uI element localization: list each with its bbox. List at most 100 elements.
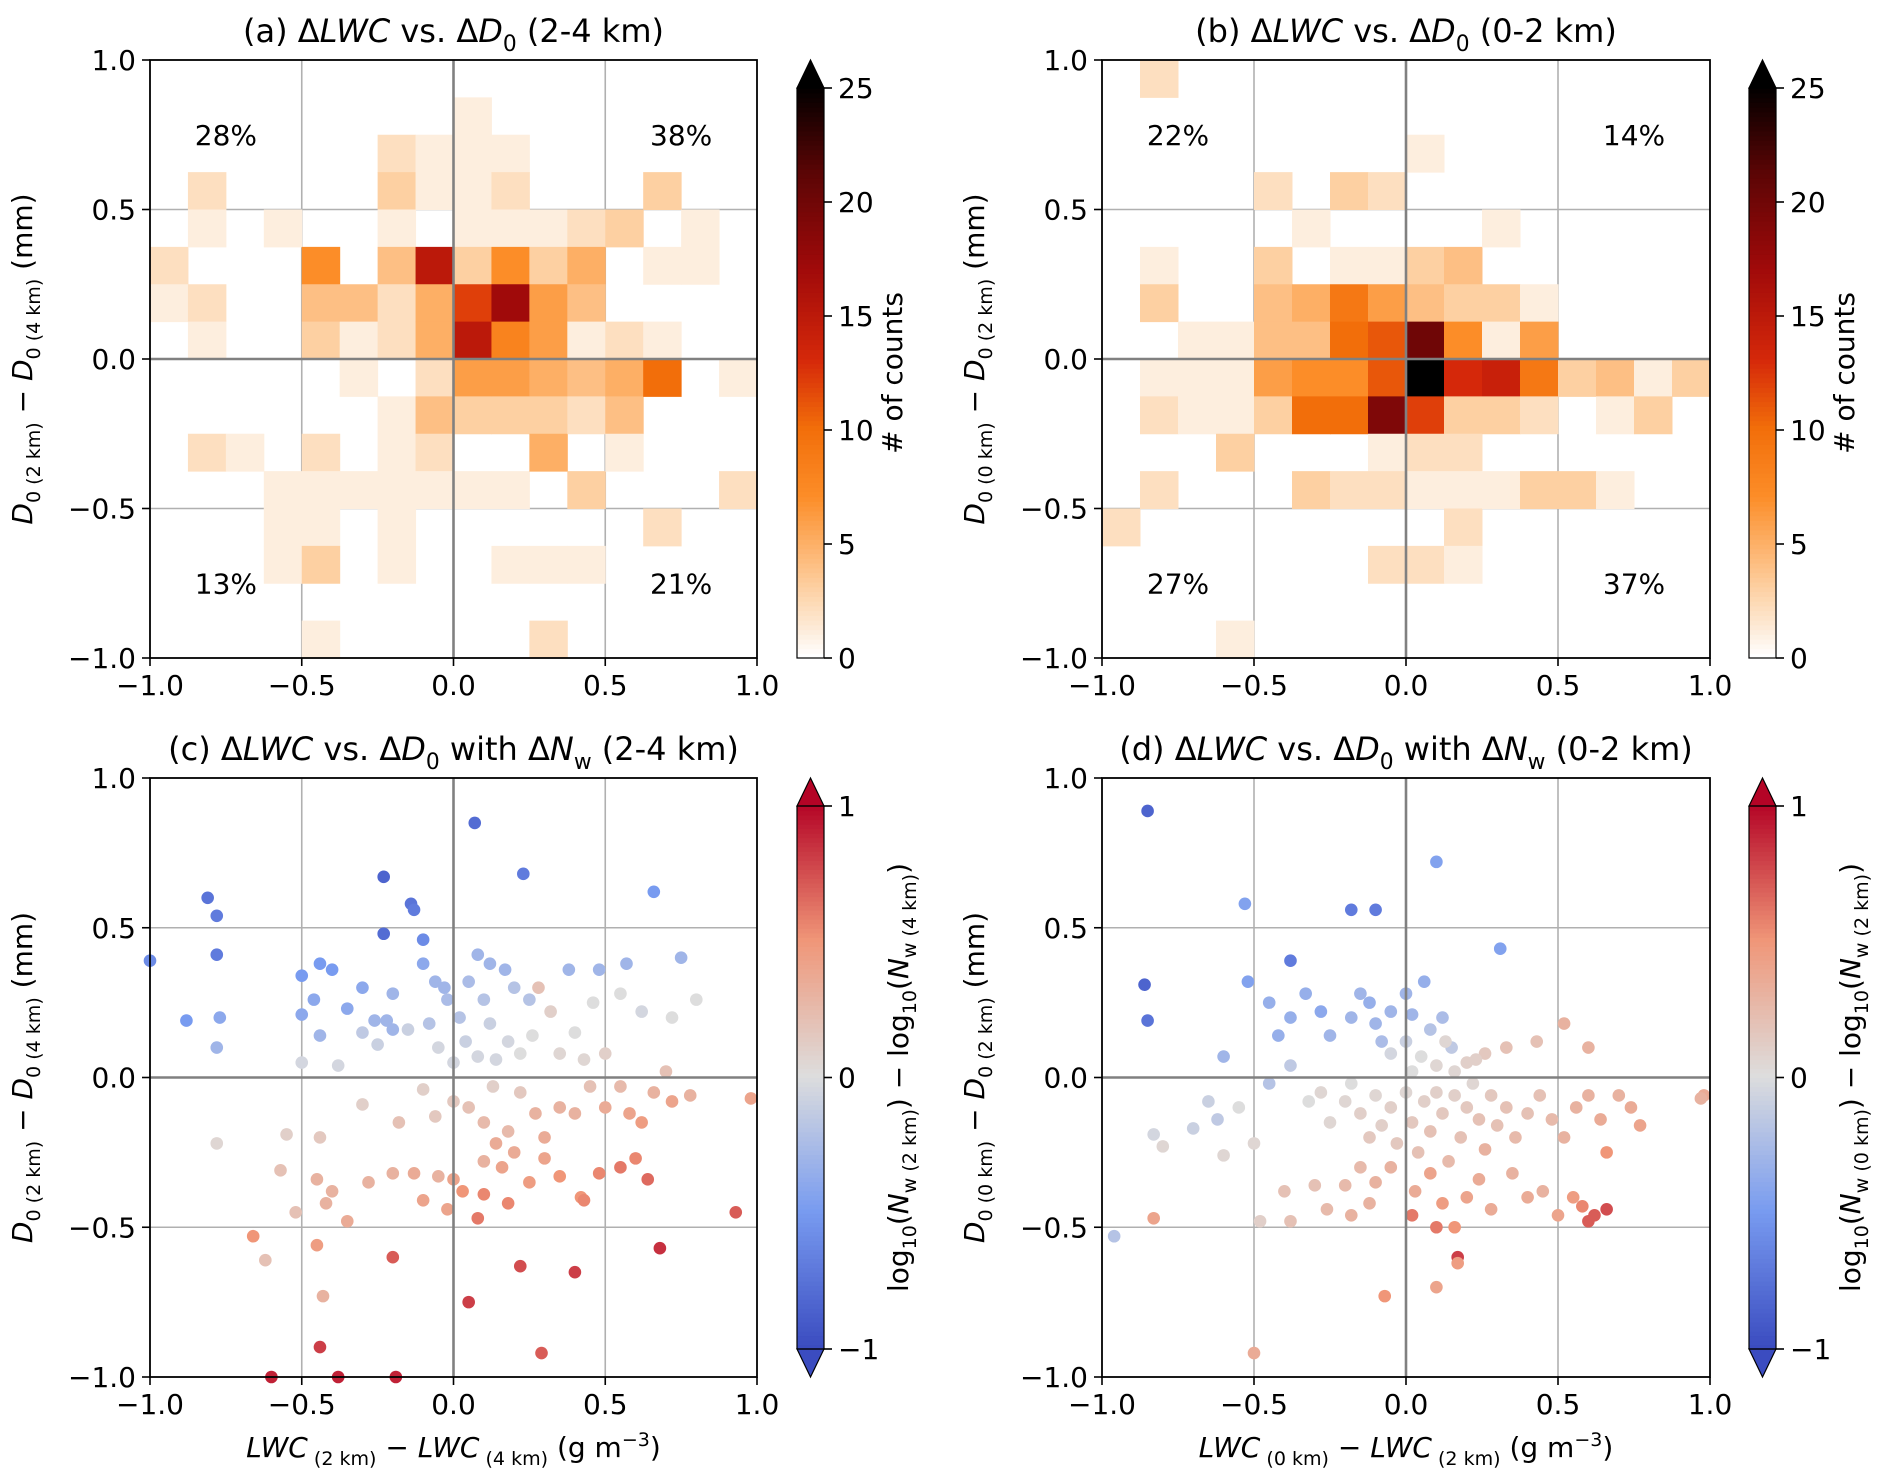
colorbar-step xyxy=(1749,905,1776,911)
y-axis-label-part: D xyxy=(6,503,39,525)
heatmap-cell xyxy=(1140,284,1179,323)
scatter-point xyxy=(477,1188,491,1201)
colorbar-step xyxy=(1749,873,1776,879)
colorbar-step xyxy=(1749,377,1776,384)
colorbar-step xyxy=(1749,1199,1776,1205)
scatter-point xyxy=(1262,1077,1276,1090)
scatter-point xyxy=(665,1095,679,1108)
y-axis-label-part: (mm) xyxy=(958,912,991,997)
colorbar-tick-label: 10 xyxy=(838,414,874,447)
y-tick-label: −1.0 xyxy=(68,1361,136,1394)
heatmap-cell xyxy=(1330,321,1369,360)
scatter-point xyxy=(1566,1191,1580,1204)
heatmap-cell xyxy=(1520,471,1559,509)
colorbar-step xyxy=(797,1172,824,1178)
chart-title-part: (0-2 km) xyxy=(1545,730,1692,768)
colorbar-step xyxy=(797,959,824,965)
colorbar-step xyxy=(797,1240,824,1246)
colorbar-step xyxy=(1749,1321,1776,1327)
colorbar-step xyxy=(797,572,824,578)
y-tick-label: 0.5 xyxy=(1043,194,1088,227)
y-axis-label-part: D xyxy=(6,1222,39,1244)
chart-title-part: with Δ xyxy=(1394,730,1504,768)
heatmap-cell xyxy=(377,508,417,547)
colorbar-step xyxy=(797,896,824,902)
y-tick-label: 1.0 xyxy=(1043,762,1088,795)
scatter-point xyxy=(1107,1229,1121,1243)
colorbar-step xyxy=(797,1104,824,1110)
scatter-point xyxy=(501,1035,515,1048)
colorbar-step xyxy=(797,1285,824,1291)
scatter-point xyxy=(1272,1029,1285,1042)
colorbar-step xyxy=(797,815,824,821)
chart-title-part: N xyxy=(1504,730,1528,768)
scatter-point xyxy=(513,1086,527,1099)
colorbar-step xyxy=(1749,344,1776,350)
heatmap-cell xyxy=(1406,545,1445,584)
colorbar-step xyxy=(797,643,824,650)
scatter-point xyxy=(1533,1089,1547,1102)
colorbar-step xyxy=(1749,1299,1776,1305)
heatmap-cell xyxy=(491,134,530,173)
colorbar-step xyxy=(1749,1317,1776,1323)
chart-title-part: (0-2 km) xyxy=(1470,12,1617,50)
scatter-point xyxy=(1424,1125,1437,1138)
scatter-point xyxy=(1417,975,1431,988)
colorbar-step xyxy=(797,634,824,640)
y-tick-label: 0.0 xyxy=(91,343,136,376)
scatter-point xyxy=(362,1176,375,1189)
scatter-point xyxy=(316,1289,330,1303)
scatter-point xyxy=(401,1023,415,1036)
heatmap-cell xyxy=(567,396,606,435)
heatmap-cell xyxy=(567,471,606,509)
colorbar-label-part: ) − log xyxy=(882,1014,915,1109)
chart-title-part: 0 xyxy=(503,32,517,57)
colorbar-step xyxy=(797,653,824,659)
colorbar-label-part: N xyxy=(882,1193,915,1214)
quadrant-pct-bottom-left: 27% xyxy=(1147,567,1209,600)
scatter-point xyxy=(1284,954,1297,967)
colorbar-step xyxy=(1749,1082,1776,1088)
heatmap-cell xyxy=(1520,396,1559,435)
colorbar-step xyxy=(797,249,824,255)
y-tick-label: 1.0 xyxy=(91,44,136,77)
colorbar-step xyxy=(797,539,824,545)
colorbar-step xyxy=(797,306,824,312)
colorbar-step xyxy=(1749,1140,1776,1146)
heatmap-cell xyxy=(1330,359,1369,397)
scatter-point xyxy=(598,1101,612,1114)
colorbar-step xyxy=(1749,130,1776,137)
scatter-point xyxy=(1408,1185,1422,1198)
scatter-point xyxy=(340,1214,354,1228)
scatter-point xyxy=(1430,1059,1443,1072)
colorbar-step xyxy=(1749,363,1776,369)
y-axis-label-part: 0 (2 km) xyxy=(975,997,997,1078)
colorbar-step xyxy=(1749,406,1776,412)
heatmap-cell xyxy=(1444,396,1483,435)
scatter-point xyxy=(180,1014,193,1027)
colorbar-step xyxy=(1749,244,1776,251)
colorbar-step xyxy=(1749,430,1776,436)
scatter-point xyxy=(210,1137,224,1150)
colorbar-step xyxy=(1749,959,1776,965)
y-tick-label: −1.0 xyxy=(68,642,136,675)
scatter-point xyxy=(1551,1208,1565,1222)
colorbar-step xyxy=(797,586,824,593)
x-tick-label: 0.0 xyxy=(431,1388,476,1421)
heatmap-cell xyxy=(453,209,492,248)
colorbar-step xyxy=(797,377,824,384)
colorbar-step xyxy=(797,230,824,236)
scatter-point xyxy=(629,1152,642,1165)
heatmap-cell xyxy=(1634,359,1673,397)
heatmap-cell xyxy=(491,545,530,584)
heatmap-cell xyxy=(453,396,492,435)
scatter-point xyxy=(1232,1101,1246,1114)
colorbar-step xyxy=(797,88,824,94)
colorbar-step xyxy=(1749,249,1776,255)
scatter-point xyxy=(513,1047,527,1060)
colorbar-tick-label: 1 xyxy=(838,790,856,823)
heatmap-cell xyxy=(1482,321,1521,360)
scatter-point xyxy=(356,981,369,994)
x-axis-label: LWC (2 km) − LWC (4 km) (g m−3) xyxy=(246,1429,661,1470)
y-tick-label: −1.0 xyxy=(1020,1361,1088,1394)
